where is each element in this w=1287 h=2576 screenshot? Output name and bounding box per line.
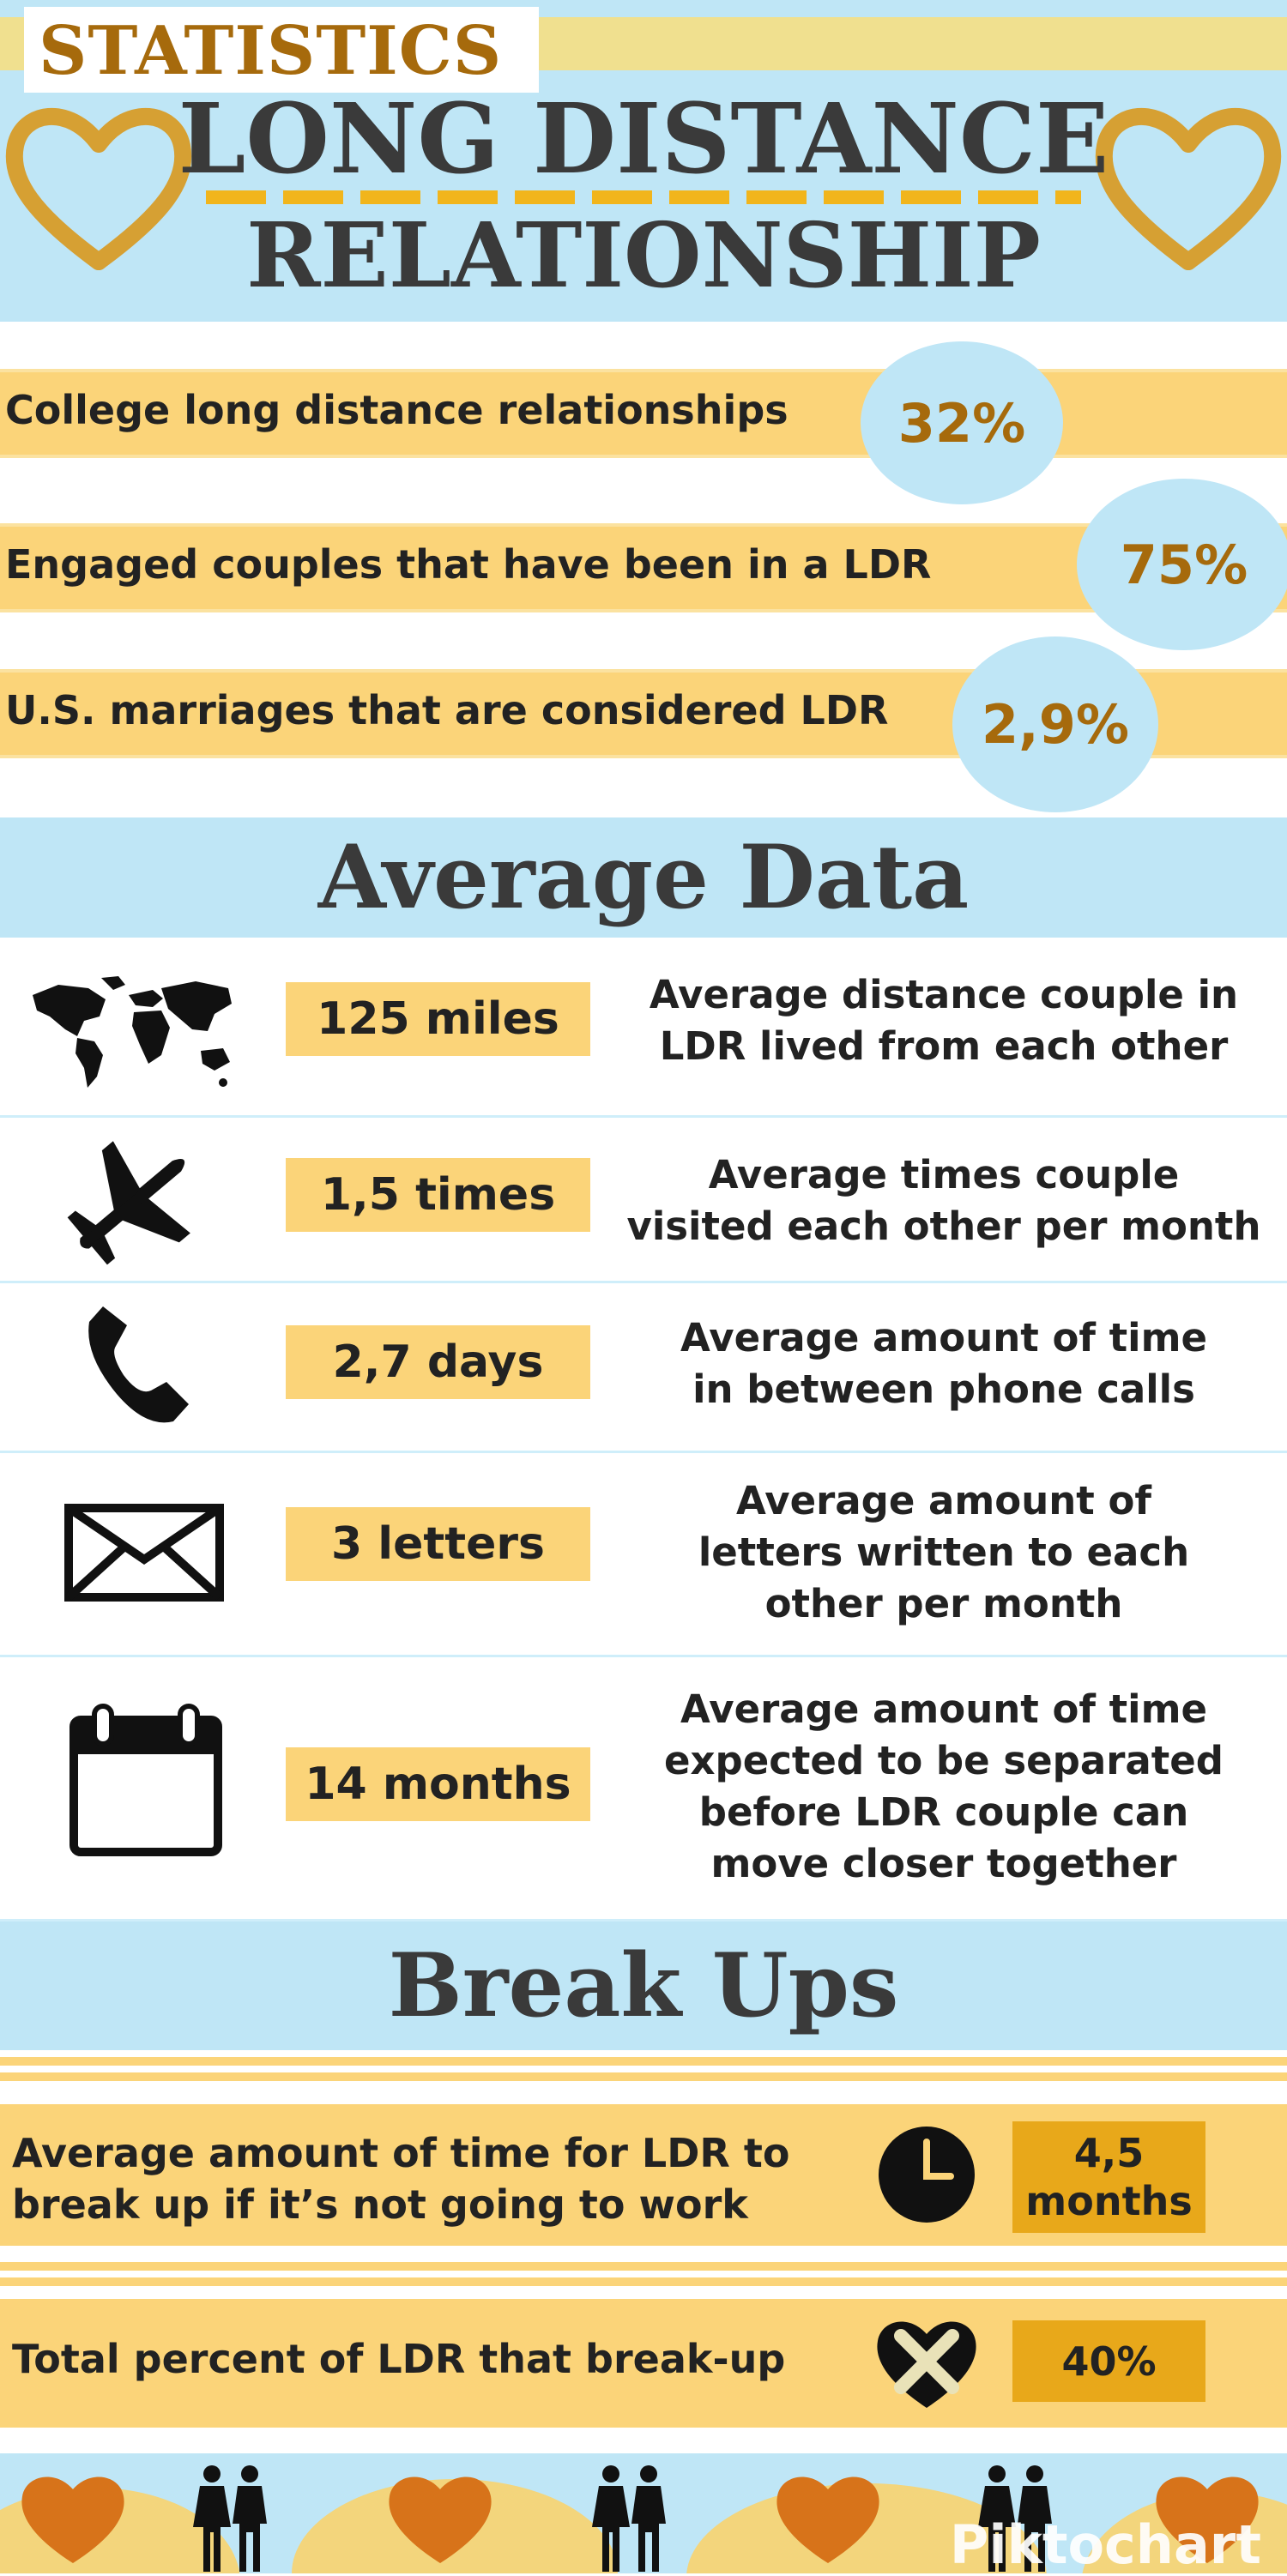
- heart-outline-icon-left: [5, 107, 192, 270]
- avg-row-distance: [0, 939, 1287, 1118]
- breakup-value-percent: 40%: [1012, 2320, 1205, 2402]
- breakup-text-time: Average amount of time for LDR to break …: [12, 2123, 789, 2235]
- breakup-value-time-line-2: months: [1025, 2178, 1193, 2224]
- stat-bubble-college: 32%: [861, 341, 1063, 504]
- avg-desc-visits-line-2: visited each other per month: [626, 1204, 1261, 1249]
- avg-desc-phone-line-2: in between phone calls: [692, 1366, 1195, 1412]
- title-line-2: RELATIONSHIP: [246, 202, 1041, 308]
- breakup-text-time-line-1: Average amount of time for LDR to: [12, 2130, 790, 2176]
- avg-row-letters: [0, 1453, 1287, 1657]
- avg-desc-separation-line-3: before LDR couple can: [698, 1789, 1189, 1835]
- break-ups-heading: Break Ups: [0, 1921, 1287, 2050]
- statistics-label: STATISTICS: [39, 12, 503, 90]
- stripe-2: [0, 2072, 1287, 2081]
- avg-desc-visits-line-1: Average times couple: [708, 1152, 1180, 1198]
- stat-value-college: 32%: [897, 391, 1026, 455]
- avg-desc-distance: Average distance couple in LDR lived fro…: [601, 965, 1287, 1077]
- heart-icon-2: [389, 2476, 492, 2563]
- avg-desc-letters: Average amount of letters written to eac…: [601, 1471, 1287, 1634]
- stat-row-college: [0, 369, 1287, 458]
- couple-icon-1: [193, 2465, 267, 2572]
- stat-label-engaged: Engaged couples that have been in a LDR: [5, 541, 932, 588]
- avg-desc-separation-line-2: expected to be separated: [663, 1738, 1224, 1783]
- avg-row-phone: [0, 1283, 1287, 1453]
- stripe-3: [0, 2262, 1287, 2271]
- clock-icon: [879, 2127, 975, 2223]
- avg-value-separation: 14 months: [286, 1747, 590, 1821]
- avg-value-letters: 3 letters: [286, 1507, 590, 1581]
- stat-label-college: College long distance relationships: [5, 387, 789, 433]
- break-ups-title: Break Ups: [388, 1934, 899, 2037]
- heart-outline-icon-right: [1095, 107, 1282, 270]
- brand-logo[interactable]: Piktochart: [949, 2513, 1261, 2576]
- broken-heart-icon: [877, 2321, 976, 2408]
- average-data-title: Average Data: [317, 826, 970, 929]
- stat-label-marriages: U.S. marriages that are considered LDR: [5, 687, 889, 733]
- heart-icon-3: [776, 2476, 879, 2563]
- stat-value-marriages: 2,9%: [982, 693, 1129, 756]
- avg-value-distance: 125 miles: [286, 982, 590, 1056]
- phone-icon: [88, 1306, 189, 1423]
- avg-value-visits: 1,5 times: [286, 1158, 590, 1232]
- stripe-4: [0, 2277, 1287, 2286]
- avg-desc-distance-line-1: Average distance couple in: [649, 972, 1239, 1017]
- avg-desc-phone-line-1: Average amount of time: [680, 1315, 1207, 1360]
- heart-icon-4: [1156, 2476, 1259, 2563]
- avg-desc-separation-line-4: move closer together: [710, 1841, 1177, 1886]
- stat-row-engaged: [0, 523, 1287, 612]
- envelope-icon: [64, 1504, 224, 1602]
- breakup-text-time-line-2: break up if it’s not going to work: [12, 2181, 748, 2228]
- avg-desc-letters-line-3: other per month: [764, 1581, 1123, 1626]
- world-map-icon: [33, 976, 232, 1088]
- title-line-1: LONG DISTANCE: [178, 83, 1109, 196]
- avg-row-visits: [0, 1118, 1287, 1283]
- title-divider: [206, 190, 1081, 204]
- avg-value-phone: 2,7 days: [286, 1325, 590, 1399]
- avg-desc-visits: Average times couple visited each other …: [601, 1145, 1287, 1257]
- stripe-1: [0, 2057, 1287, 2066]
- statistics-tag: [24, 7, 539, 93]
- avg-desc-distance-line-2: LDR lived from each other: [659, 1023, 1229, 1069]
- airplane-icon: [67, 1141, 190, 1265]
- couple-icon-3: [978, 2465, 1052, 2572]
- breakup-value-time-line-1: 4,5: [1073, 2130, 1145, 2176]
- breakup-text-percent: Total percent of LDR that break-up: [12, 2336, 786, 2382]
- breakup-value-time: 4,5 months: [1012, 2121, 1205, 2233]
- avg-desc-letters-line-2: letters written to each: [698, 1529, 1190, 1575]
- average-data-heading: Average Data: [0, 817, 1287, 938]
- avg-desc-separation-line-1: Average amount of time: [680, 1686, 1207, 1732]
- avg-desc-separation: Average amount of time expected to be se…: [601, 1680, 1287, 1894]
- avg-desc-letters-line-1: Average amount of: [736, 1478, 1151, 1523]
- calendar-icon: [69, 1704, 222, 1856]
- avg-desc-phone: Average amount of time in between phone …: [601, 1308, 1287, 1420]
- stat-bubble-engaged: 75%: [1077, 479, 1287, 650]
- couple-icon-2: [592, 2465, 666, 2572]
- stat-value-engaged: 75%: [1120, 533, 1248, 596]
- heart-icon-1: [21, 2476, 124, 2563]
- stat-bubble-marriages: 2,9%: [952, 636, 1158, 812]
